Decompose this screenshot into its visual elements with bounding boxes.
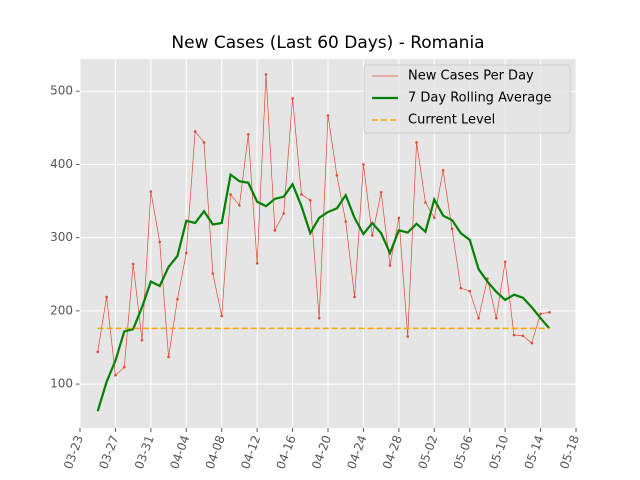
data-point [415,141,418,144]
data-point [238,204,241,207]
data-point [512,333,516,337]
data-point [140,338,144,342]
data-point [291,97,294,100]
legend-box [363,64,571,134]
marks [96,73,551,412]
series-line [96,172,551,412]
data-point [370,234,374,237]
data-point [317,316,321,320]
data-point [149,190,153,193]
data-point [468,289,472,293]
data-point [335,174,339,177]
data-point [211,272,215,275]
data-point [397,216,401,220]
data-point [406,335,410,338]
data-point [96,350,100,354]
data-point [264,73,268,76]
data-point [539,312,542,316]
y-tick-label: 400 [50,157,73,171]
data-point [114,373,117,377]
y-tick-label: 100 [50,377,73,391]
legend-label: New Cases Per Day [408,69,534,84]
data-point [229,193,232,196]
data-point [300,193,303,196]
data-point [503,260,507,264]
data-point [131,262,135,266]
data-point [255,261,259,265]
data-point [105,295,108,299]
data-point [167,355,170,359]
data-point [477,316,480,320]
y-tick-label: 500 [50,84,73,98]
data-point [176,297,179,301]
data-point [273,229,277,232]
data-point [122,365,126,369]
data-point [424,201,427,204]
data-point [362,163,365,166]
legend-label: Current Level [408,113,495,128]
legend-label: 7 Day Rolling Average [408,91,551,106]
data-point [326,114,330,117]
data-point [494,316,498,320]
data-point [450,227,454,231]
chart-title: New Cases (Last 60 Days) - Romania [171,33,484,53]
data-point [530,341,534,345]
data-point [548,311,551,314]
data-point [379,190,383,194]
data-point [158,240,162,244]
legend: New Cases Per Day 7 Day Rolling Average Cu… [363,64,571,134]
data-point [521,334,525,338]
y-tick-label: 200 [50,303,73,317]
data-point [441,168,445,172]
data-point [202,141,206,144]
data-point [459,286,463,290]
data-point [353,295,356,299]
data-point [308,199,312,202]
data-point [184,251,188,255]
data-point [282,212,286,215]
y-tick-label: 300 [50,230,73,244]
data-point [246,133,250,136]
data-point [193,130,197,133]
data-point [344,220,348,223]
data-point [220,314,224,318]
data-point [432,216,436,220]
data-point [388,264,392,267]
